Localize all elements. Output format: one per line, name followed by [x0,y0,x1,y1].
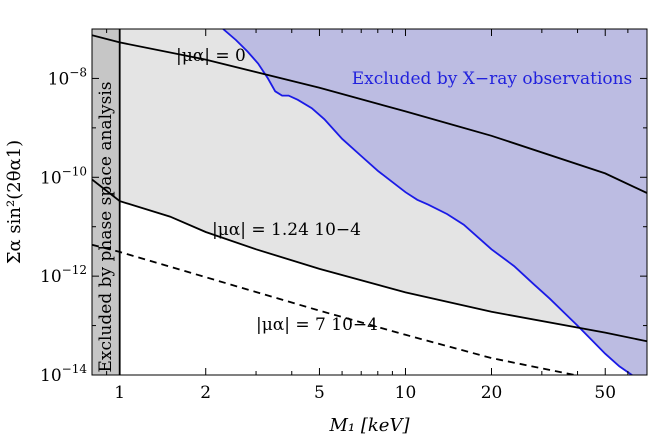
xray-excluded-region [223,29,647,375]
x-tick-label: 50 [594,383,616,403]
y-tick-label: 10−14 [40,362,87,386]
x-tick-label: 1 [114,383,125,403]
y-tick-label: 10−10 [40,164,87,188]
series-line-mu-1.24e-4 [92,178,647,343]
x-axis-title: M₁ [keV] [329,415,411,436]
plot-frame [91,28,648,376]
y-tick-label: 10−8 [48,65,87,89]
series-line-mu-0 [92,34,647,194]
x-tick-label: 2 [200,383,211,403]
annotation-mu0: |μα| = 0 [176,46,246,66]
y-tick-label: 10−12 [40,263,87,287]
xray-region-label: Excluded by X−ray observations [352,69,633,89]
x-tick-label: 5 [314,383,325,403]
annotation-mu124: |μα| = 1.24 10−4 [212,220,361,240]
grey-band-region [92,35,647,342]
x-tick-label: 10 [395,383,417,403]
x-tick-label: 20 [481,383,503,403]
annotation-mu7: |μα| = 7 10−4 [256,315,378,335]
phase-space-region [92,29,120,375]
xray-boundary-line [222,29,634,375]
phase-space-region-label: Excluded by phase space analysis [96,81,116,372]
series-line-mu-7e-4 [92,243,580,375]
y-axis-title: Σα sin²(2θα1) [4,140,25,264]
